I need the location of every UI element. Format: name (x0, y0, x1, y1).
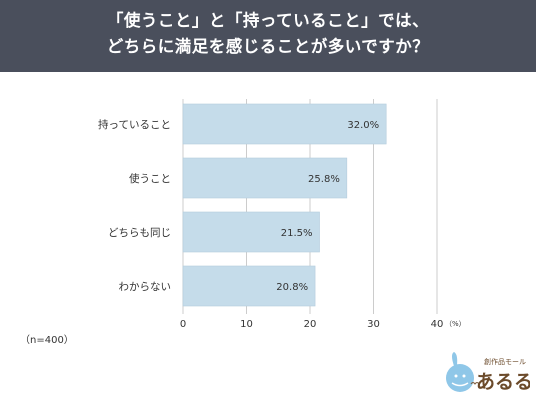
category-label-1: 使うこと (129, 172, 171, 185)
chart-title: 「使うこと」と「持っていること」では、 どちらに満足を感じることが多いですか？ (0, 0, 536, 72)
bar-value-label-3: 20.8% (276, 282, 308, 293)
category-label-3: わからない (119, 281, 172, 293)
category-label-2: どちらも同じ (108, 227, 171, 239)
chart-title-line-1: 「使うこと」と「持っていること」では、 (106, 11, 430, 30)
bar-3 (182, 265, 316, 307)
x-tick-label-0: 0 (180, 319, 186, 330)
logo-big-text: あるる (476, 371, 530, 393)
bar-value-label-2: 21.5% (281, 228, 313, 239)
bar-2 (182, 211, 320, 253)
x-tick-label-10: 10 (240, 319, 253, 330)
x-tick-label-30: 30 (367, 319, 380, 330)
bar-chart: 32.0% 持っていること 25.8% 使うこと 21.5% どちらも同じ 20.8% わから… (98, 99, 466, 330)
bar-value-label-0: 32.0% (347, 120, 379, 131)
brand-logo: 創作品モール あるる (440, 350, 533, 395)
sample-size-note: （n=400） (20, 335, 74, 346)
bar-0 (182, 103, 387, 145)
x-tick-label-40: 40 (431, 319, 444, 330)
x-tick-label-20: 20 (304, 319, 317, 330)
x-axis-unit: （%） (445, 320, 466, 328)
rabbit-logo-icon: 創作品モール あるる (446, 352, 533, 393)
category-label-0: 持っていること (98, 118, 171, 131)
chart-title-line-2: どちらに満足を感じることが多いですか？ (106, 37, 430, 56)
bar-value-label-1: 25.8% (308, 174, 340, 185)
bar-1 (182, 157, 348, 199)
chart-area: 32.0% 持っていること 25.8% 使うこと 21.5% どちらも同じ 20.8% わから… (0, 72, 536, 402)
logo-small-text: 創作品モール (484, 357, 526, 366)
